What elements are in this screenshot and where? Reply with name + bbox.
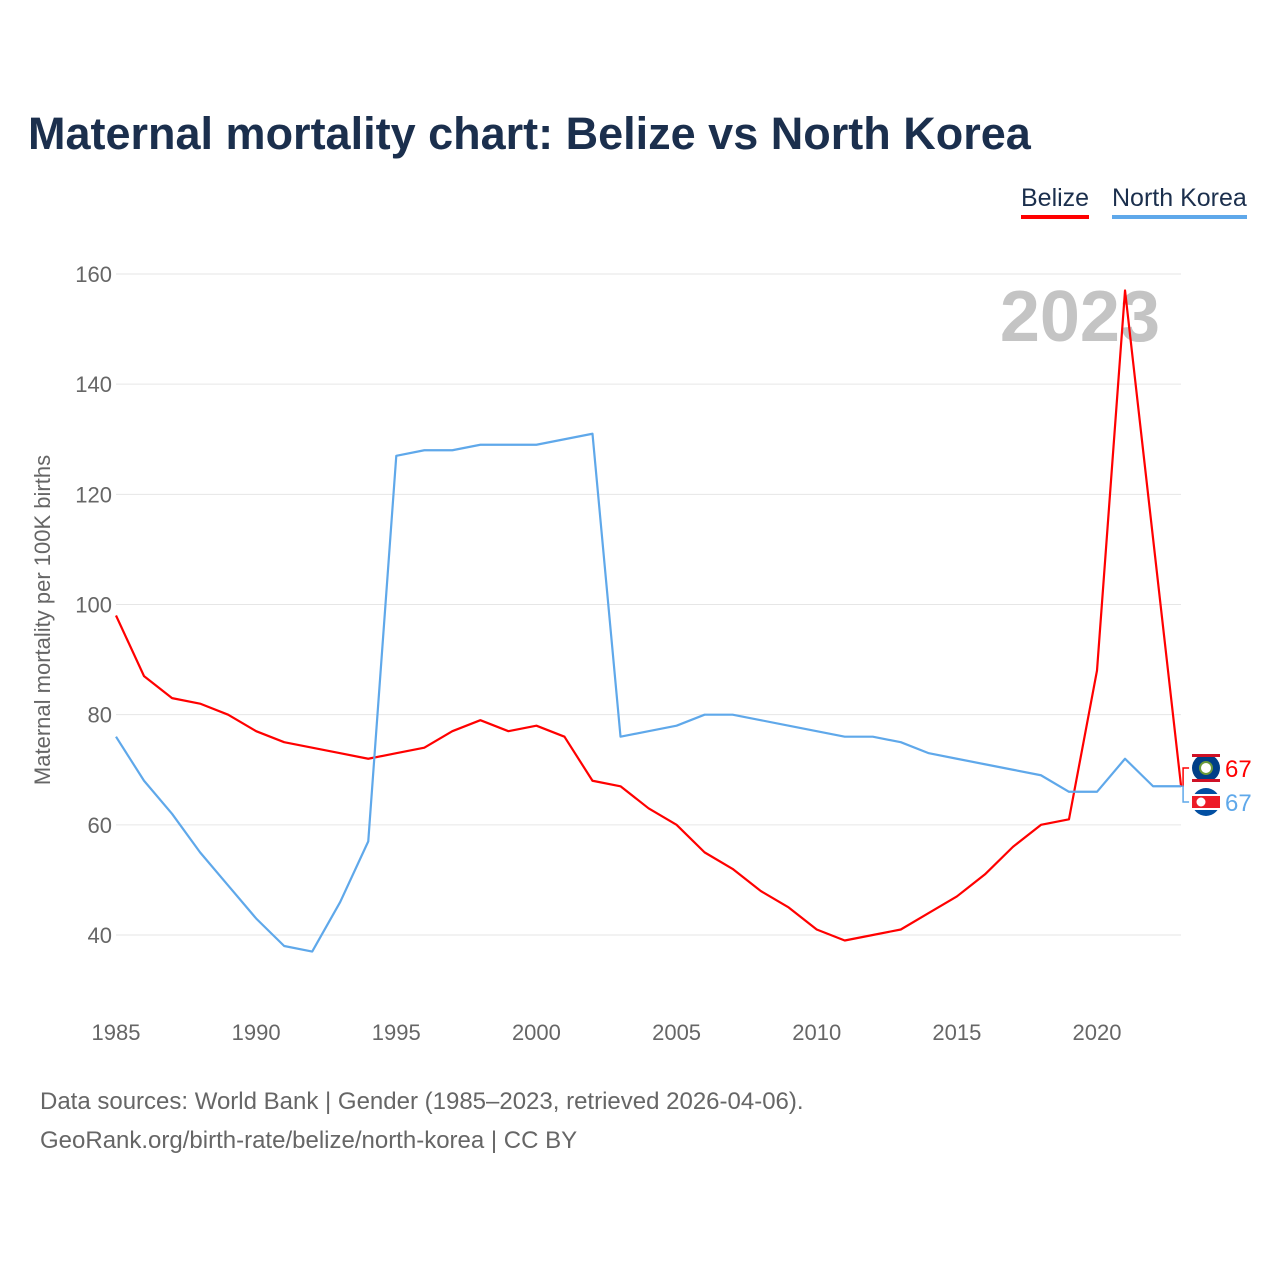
end-connector (1181, 767, 1190, 788)
end-connector (1181, 785, 1190, 803)
year-watermark: 2023 (1000, 277, 1160, 357)
x-tick-label: 2000 (512, 1020, 561, 1045)
y-tick-label: 40 (88, 923, 112, 948)
legend-belize[interactable]: Belize (1021, 184, 1090, 219)
belize-flag-emblem (1199, 761, 1213, 775)
series-line-belize (115, 289, 1183, 942)
y-tick-label: 100 (75, 593, 112, 618)
footer-sources: Data sources: World Bank | Gender (1985–… (40, 1088, 804, 1115)
x-tick-label: 2020 (1073, 1020, 1122, 1045)
y-axis-label: Maternal mortality per 100K births (30, 455, 55, 785)
chart-title: Maternal mortality chart: Belize vs Nort… (28, 108, 1031, 159)
y-tick-label: 160 (75, 262, 112, 287)
y-tick-label: 120 (75, 482, 112, 507)
x-tick-label: 2005 (652, 1020, 701, 1045)
y-tick-label: 60 (88, 813, 112, 838)
x-tick-label: 1985 (92, 1020, 141, 1045)
y-tick-label: 80 (88, 703, 112, 728)
x-tick-label: 1995 (372, 1020, 421, 1045)
x-tick-label: 2015 (932, 1020, 981, 1045)
end-value-label: 67 (1225, 790, 1252, 817)
series-line-north-korea (115, 432, 1182, 953)
north-korea-flag-star (1196, 797, 1206, 807)
legend-north-korea[interactable]: North Korea (1112, 184, 1247, 219)
x-tick-label: 1990 (232, 1020, 281, 1045)
x-tick-label: 2010 (792, 1020, 841, 1045)
end-value-label: 67 (1225, 756, 1252, 783)
belize-flag-stripe (1192, 779, 1220, 782)
y-tick-label: 140 (75, 372, 112, 397)
north-korea-flag-band (1192, 796, 1220, 808)
belize-flag-stripe (1192, 754, 1220, 757)
footer-link[interactable]: GeoRank.org/birth-rate/belize/north-kore… (40, 1127, 578, 1154)
